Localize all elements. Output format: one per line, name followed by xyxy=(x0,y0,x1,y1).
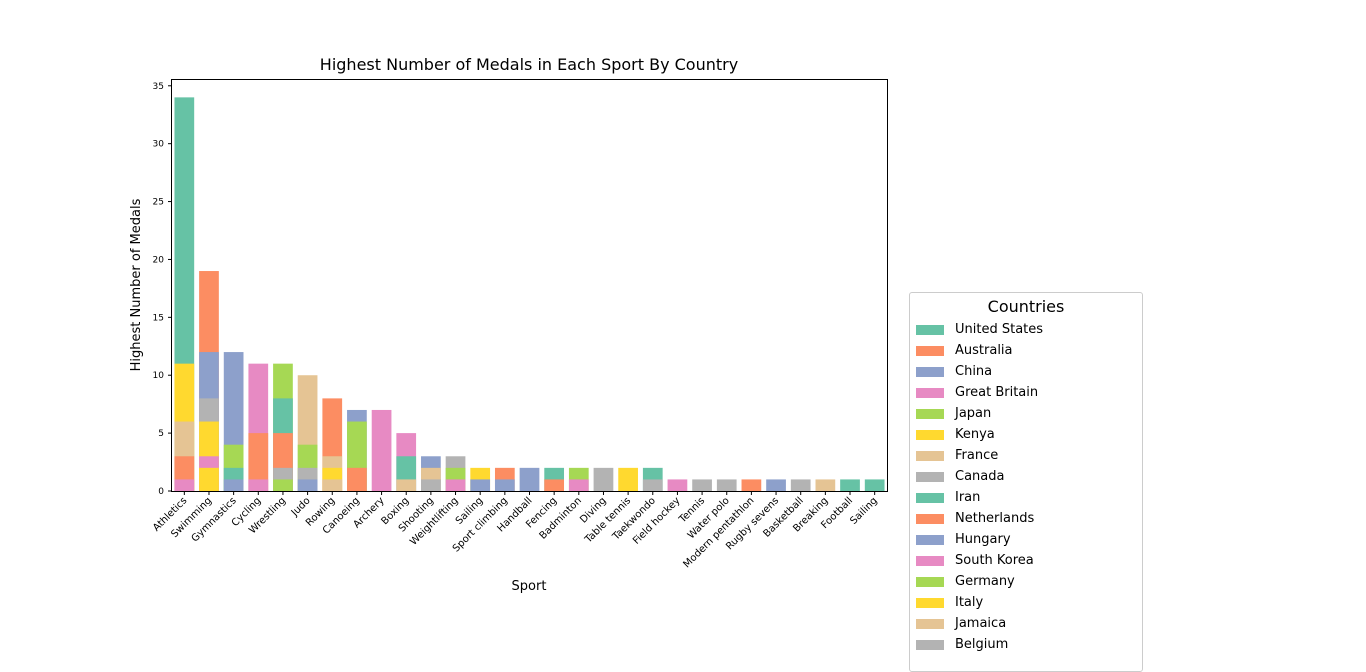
bar-segment xyxy=(445,479,466,491)
legend-label: Italy xyxy=(955,595,984,610)
legend-label: China xyxy=(955,364,993,379)
legend: Countries United States Australia China Gre… xyxy=(909,292,1143,672)
legend-swatch xyxy=(916,471,944,482)
legend-label: Germany xyxy=(955,574,1015,589)
bar-segment xyxy=(568,479,589,491)
bar-segment xyxy=(174,479,195,491)
bar-segment xyxy=(322,479,343,491)
legend-label: Kenya xyxy=(955,427,995,442)
bar-segment xyxy=(815,479,836,491)
y-tick-label: 20 xyxy=(153,255,165,265)
legend-label: Iran xyxy=(955,490,981,505)
legend-title: Countries xyxy=(987,297,1065,316)
legend-label: Australia xyxy=(955,343,1013,358)
bar-segment xyxy=(519,467,540,491)
bar-segment xyxy=(297,479,318,491)
bar-segment xyxy=(716,479,737,491)
x-tick-label: Sailing xyxy=(848,495,879,526)
bar-segment xyxy=(371,409,392,491)
legend-label: France xyxy=(955,448,999,463)
legend-item: France xyxy=(916,445,998,466)
y-tick-label: 0 xyxy=(158,487,164,497)
legend-item: Italy xyxy=(916,592,983,613)
legend-item: Jamaica xyxy=(916,613,1006,634)
x-axis-label: Sport xyxy=(512,579,547,594)
legend-item: Australia xyxy=(916,340,1013,361)
legend-swatch xyxy=(916,639,944,650)
y-tick-label: 10 xyxy=(153,371,165,381)
bar-segment xyxy=(470,479,491,491)
legend-swatch xyxy=(916,513,944,524)
legend-item: South Korea xyxy=(916,550,1034,571)
legend-item: Iran xyxy=(916,487,980,508)
legend-swatch xyxy=(916,534,944,545)
bar-segment xyxy=(840,479,860,491)
legend-item: Canada xyxy=(916,466,1004,487)
bar-segment xyxy=(347,467,367,491)
bar-segment xyxy=(421,479,441,491)
legend-label: Canada xyxy=(955,469,1005,484)
legend-item: Belgium xyxy=(916,634,1008,655)
y-tick-label: 25 xyxy=(153,198,164,208)
bar-segment xyxy=(864,479,885,491)
legend-swatch xyxy=(916,492,944,503)
legend-swatch xyxy=(916,450,944,461)
bar-segment xyxy=(199,467,219,491)
bar-segment xyxy=(593,467,614,491)
bar-segment xyxy=(618,467,638,491)
legend-label: Jamaica xyxy=(955,616,1007,631)
y-tick-label: 5 xyxy=(158,429,164,439)
legend-item: Hungary xyxy=(916,529,1011,550)
bar-segment xyxy=(494,479,515,491)
bar-segment xyxy=(248,433,269,491)
legend-swatch xyxy=(916,345,944,356)
plot-frame xyxy=(171,79,888,492)
legend-swatch xyxy=(916,597,944,608)
legend-label: Netherlands xyxy=(955,511,1035,526)
chart-title: Highest Number of Medals in Each Sport B… xyxy=(320,55,738,74)
bar-segment xyxy=(248,479,269,491)
legend-swatch xyxy=(916,555,944,566)
y-tick-label: 30 xyxy=(153,140,165,150)
legend-label: Japan xyxy=(955,406,992,421)
legend-label: Belgium xyxy=(955,637,1009,652)
bar-segment xyxy=(790,479,811,491)
bar-segment xyxy=(396,479,417,491)
legend-label: United States xyxy=(955,322,1044,337)
legend-label: Hungary xyxy=(955,532,1011,547)
bar-segment xyxy=(692,479,712,491)
chart-canvas: Highest Number of Medals in Each Sport B… xyxy=(129,55,888,594)
legend-item: Kenya xyxy=(916,424,995,445)
x-axis: AthleticsSwimmingGymnasticsCyclingWrestl… xyxy=(151,491,880,570)
legend-item: Germany xyxy=(916,571,1015,592)
legend-item: Japan xyxy=(916,403,991,424)
bar-segment xyxy=(273,479,293,491)
bar-segment xyxy=(741,479,762,491)
y-tick-label: 15 xyxy=(153,313,164,323)
legend-swatch xyxy=(916,387,944,398)
legend-label: South Korea xyxy=(955,553,1034,568)
bar-segment xyxy=(667,479,688,491)
legend-item: Netherlands xyxy=(916,508,1034,529)
legend-swatch xyxy=(916,408,944,419)
bar-segment xyxy=(223,479,244,491)
bars-layer xyxy=(174,97,885,492)
legend-swatch xyxy=(916,618,944,629)
legend-item: United States xyxy=(916,319,1043,340)
y-tick-label: 35 xyxy=(153,82,164,92)
y-axis: 0 5 10 15 20 25 30 35 xyxy=(153,82,172,497)
legend-swatch xyxy=(916,429,944,440)
legend-item: Great Britain xyxy=(916,382,1038,403)
legend-item: China xyxy=(916,361,992,382)
legend-swatch xyxy=(916,576,944,587)
legend-swatch xyxy=(916,366,944,377)
bar-segment xyxy=(766,479,786,491)
y-axis-label: Highest Number of Medals xyxy=(129,198,144,371)
legend-swatch xyxy=(916,324,944,335)
legend-label: Great Britain xyxy=(955,385,1039,400)
bar-segment xyxy=(642,479,663,491)
bar-segment xyxy=(544,479,565,491)
